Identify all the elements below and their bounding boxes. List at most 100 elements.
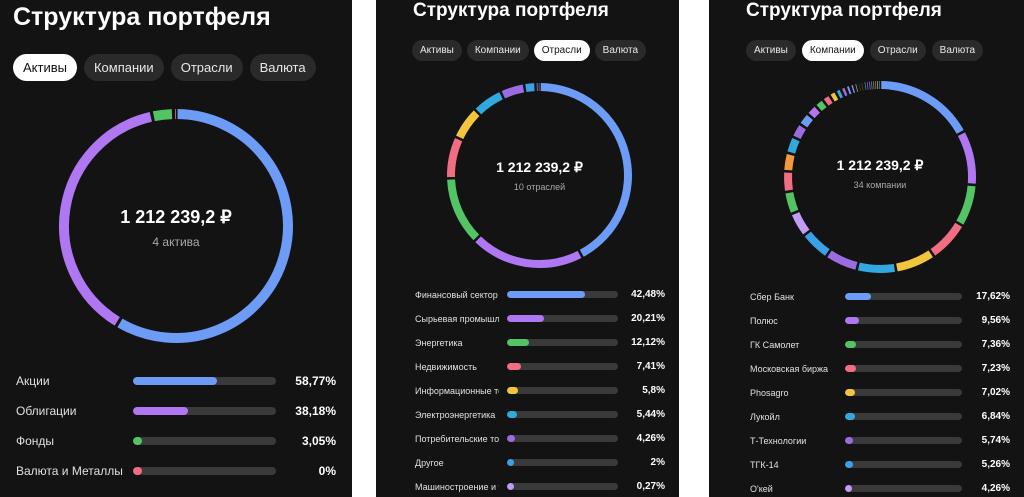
tab-bar: Активы Компании Отрасли Валюта — [746, 40, 984, 61]
list-item[interactable]: Phosagro 7,02% — [750, 385, 1010, 409]
donut-chart[interactable]: 1 212 239,2 ₽ 34 компании — [783, 80, 977, 274]
donut-segment[interactable] — [823, 96, 833, 106]
donut-segment[interactable] — [787, 138, 800, 154]
progress-fill — [507, 339, 530, 346]
donut-segment[interactable] — [447, 179, 480, 241]
item-label: Фонды — [16, 434, 55, 448]
progress-fill — [845, 437, 854, 444]
donut-chart[interactable]: 1 212 239,2 ₽ 10 отраслей — [446, 82, 633, 269]
donut-segment[interactable] — [152, 109, 173, 122]
item-label: Сбер Банк — [750, 292, 794, 302]
list-item[interactable]: Облигации 38,18% — [16, 402, 336, 432]
page-title: Структура портфеля — [746, 0, 942, 21]
list-item[interactable]: ГК Самолет 7,36% — [750, 337, 1010, 361]
donut-segment[interactable] — [881, 81, 964, 134]
donut-segment[interactable] — [816, 100, 827, 112]
tab-assets[interactable]: Активы — [746, 40, 796, 61]
tab-sectors[interactable]: Отрасли — [869, 40, 926, 61]
donut-segment[interactable] — [804, 231, 830, 256]
list-item[interactable]: Другое 2% — [415, 455, 665, 479]
portfolio-total: 1 212 239,2 ₽ — [496, 159, 583, 175]
list-item[interactable]: Фонды 3,05% — [16, 432, 336, 462]
donut-segment[interactable] — [827, 250, 858, 270]
donut-segment[interactable] — [857, 262, 895, 273]
item-label: Электроэнергетика — [415, 410, 496, 420]
progress-fill — [133, 377, 218, 385]
tab-currency[interactable]: Валюта — [249, 54, 316, 81]
donut-segment[interactable] — [475, 236, 582, 268]
donut-segment[interactable] — [896, 250, 933, 272]
progress-track — [845, 365, 962, 372]
donut-segment[interactable] — [956, 185, 976, 225]
donut-ring — [447, 83, 632, 268]
donut-segment[interactable] — [447, 137, 463, 178]
donut-segment[interactable] — [540, 83, 632, 257]
list-item[interactable]: Энергетика 12,12% — [415, 335, 665, 359]
list-item[interactable]: Полюс 9,56% — [750, 313, 1010, 337]
tab-assets[interactable]: Активы — [13, 54, 77, 81]
donut-segment[interactable] — [784, 154, 795, 171]
donut-ring — [784, 81, 976, 273]
list-item[interactable]: О'кей 4,26% — [750, 481, 1010, 497]
portfolio-total: 1 212 239,2 ₽ — [836, 157, 924, 173]
donut-segment[interactable] — [475, 92, 503, 115]
list-item[interactable]: Электроэнергетика 5,44% — [415, 407, 665, 431]
progress-track — [133, 467, 276, 475]
tab-currency[interactable]: Валюта — [931, 40, 984, 61]
list-item[interactable]: ТГК-14 5,26% — [750, 457, 1010, 481]
donut-segment[interactable] — [808, 106, 820, 119]
item-percent: 17,62% — [976, 291, 1010, 302]
donut-segment[interactable] — [784, 172, 793, 191]
progress-track — [845, 341, 962, 348]
item-label: Другое — [415, 458, 444, 468]
tab-assets[interactable]: Активы — [412, 40, 462, 61]
list-item[interactable]: Сбер Банк 17,62% — [750, 289, 1010, 313]
donut-chart[interactable]: 1 212 239,2 ₽ 4 актива — [58, 108, 294, 344]
tab-companies[interactable]: Компании — [801, 40, 864, 61]
tab-companies[interactable]: Компании — [83, 54, 164, 81]
list-item[interactable]: Московская биржа 7,23% — [750, 361, 1010, 385]
progress-track — [845, 389, 962, 396]
donut-segment[interactable] — [842, 87, 848, 97]
list-item[interactable]: Сырьевая промышленность 20,21% — [415, 311, 665, 335]
donut-segment[interactable] — [59, 111, 152, 326]
list-item[interactable]: Валюта и Металлы 0% — [16, 462, 336, 492]
donut-segment[interactable] — [800, 114, 813, 128]
donut-segment[interactable] — [957, 132, 976, 184]
donut-segment[interactable] — [785, 192, 799, 213]
tab-sectors[interactable]: Отрасли — [533, 40, 590, 61]
progress-track — [507, 387, 618, 394]
allocation-list: Акции 58,77% Облигации 38,18% Фонды 3,05… — [16, 372, 336, 492]
donut-segment[interactable] — [525, 83, 535, 93]
list-item[interactable]: Машиностроение и транспорт 0,27% — [415, 479, 665, 497]
progress-fill — [845, 317, 859, 324]
donut-segment[interactable] — [793, 125, 806, 140]
list-item[interactable]: Недвижимость 7,41% — [415, 359, 665, 383]
list-item[interactable]: Т-Технологии 5,74% — [750, 433, 1010, 457]
list-item[interactable]: Финансовый сектор 42,48% — [415, 287, 665, 311]
item-percent: 9,56% — [981, 315, 1010, 326]
donut-segment[interactable] — [846, 86, 852, 95]
item-label: Машиностроение и транспорт — [415, 482, 499, 492]
tab-companies[interactable]: Компании — [466, 40, 529, 61]
donut-segment[interactable] — [836, 89, 843, 99]
donut-segment[interactable] — [117, 109, 293, 343]
list-item[interactable]: Акции 58,77% — [16, 372, 336, 402]
item-label: Недвижимость — [415, 362, 477, 372]
page-title: Структура портфеля — [13, 3, 271, 31]
list-item[interactable]: Потребительские товары 4,26% — [415, 431, 665, 455]
donut-segment[interactable] — [830, 92, 839, 102]
donut-segment[interactable] — [456, 110, 480, 140]
list-item[interactable]: Информационные технологии 5,8% — [415, 383, 665, 407]
item-percent: 4,26% — [981, 483, 1010, 494]
tab-bar: Активы Компании Отрасли Валюта — [412, 40, 647, 61]
donut-segment[interactable] — [930, 222, 963, 256]
donut-segment[interactable] — [501, 84, 525, 99]
progress-track — [507, 315, 618, 322]
tab-currency[interactable]: Валюта — [594, 40, 647, 61]
item-label: Лукойл — [750, 412, 780, 422]
progress-track — [133, 407, 276, 415]
tab-sectors[interactable]: Отрасли — [170, 54, 243, 81]
donut-segment[interactable] — [791, 211, 810, 235]
list-item[interactable]: Лукойл 6,84% — [750, 409, 1010, 433]
